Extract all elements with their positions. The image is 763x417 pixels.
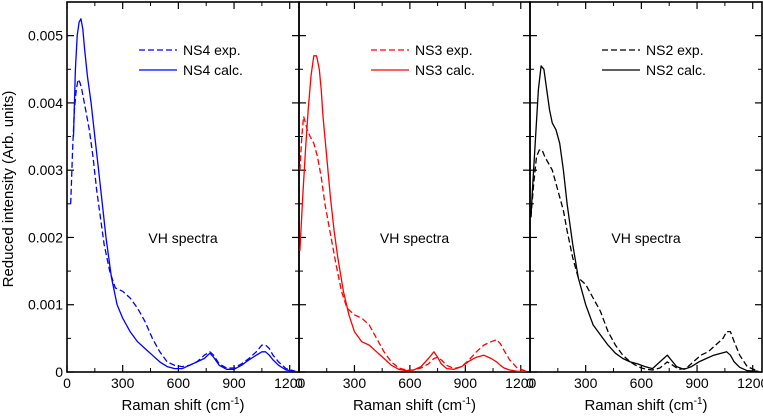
x-tick-label: 600	[630, 375, 654, 391]
x-tick-label: 600	[398, 375, 422, 391]
x-tick-label: 0	[526, 375, 534, 391]
x-tick-label: 900	[454, 375, 478, 391]
x-tick-label: 1200	[274, 375, 305, 391]
y-tick-label: 0.005	[28, 28, 63, 44]
y-tick-label: 0	[55, 364, 63, 380]
y-tick-label: 0.003	[28, 162, 63, 178]
x-tick-label: 300	[574, 375, 598, 391]
panel-ns2: 0 300 600 900 1200 NS2 exp. NS2 calc. VH spectr…	[526, 1, 763, 414]
x-tick-label: 600	[167, 375, 191, 391]
panel-ns3: 0 300 600 900 1200 NS3 exp. NS3 calc. VH spectr…	[295, 1, 537, 414]
x-axis-label: Raman shift (cm-1)	[121, 396, 244, 414]
y-tick-label: 0.004	[28, 95, 63, 111]
series-line-ns4-calc	[72, 18, 296, 372]
x-tick-label: 900	[685, 375, 709, 391]
x-tick-label: 1200	[737, 375, 763, 391]
y-tick-label: 0.001	[28, 297, 63, 313]
y-tick-label: 0.002	[28, 229, 63, 245]
plot-frame	[529, 1, 763, 373]
x-axis-label: Raman shift (cm-1)	[584, 396, 707, 414]
legend-label: NS2 calc.	[646, 62, 706, 78]
annotation-text: VH spectra	[148, 230, 217, 246]
series-line-ns3-exp	[299, 115, 527, 372]
y-axis-label: Reduced intensity (Arb. units)	[0, 91, 17, 288]
series-line-ns4-exp	[70, 78, 296, 372]
legend-label: NS3 exp.	[415, 42, 473, 58]
series-line-ns3-calc	[299, 55, 527, 372]
series-line-ns2-exp	[530, 149, 759, 372]
x-tick-label: 300	[343, 375, 367, 391]
x-tick-label: 1200	[505, 375, 536, 391]
panel-ns4: 0 300 600 900 120000.0010.0020.0030.0040.005…	[28, 1, 306, 414]
legend-label: NS3 calc.	[415, 62, 475, 78]
legend-label: NS4 calc.	[183, 62, 243, 78]
series-line-ns2-calc	[530, 65, 759, 372]
x-tick-label: 0	[295, 375, 303, 391]
legend-label: NS2 exp.	[646, 42, 704, 58]
legend-label: NS4 exp.	[183, 42, 241, 58]
x-tick-label: 300	[111, 375, 135, 391]
x-tick-label: 900	[222, 375, 246, 391]
x-tick-label: 0	[63, 375, 71, 391]
annotation-text: VH spectra	[380, 230, 449, 246]
annotation-text: VH spectra	[611, 230, 680, 246]
x-axis-label: Raman shift (cm-1)	[353, 396, 476, 414]
